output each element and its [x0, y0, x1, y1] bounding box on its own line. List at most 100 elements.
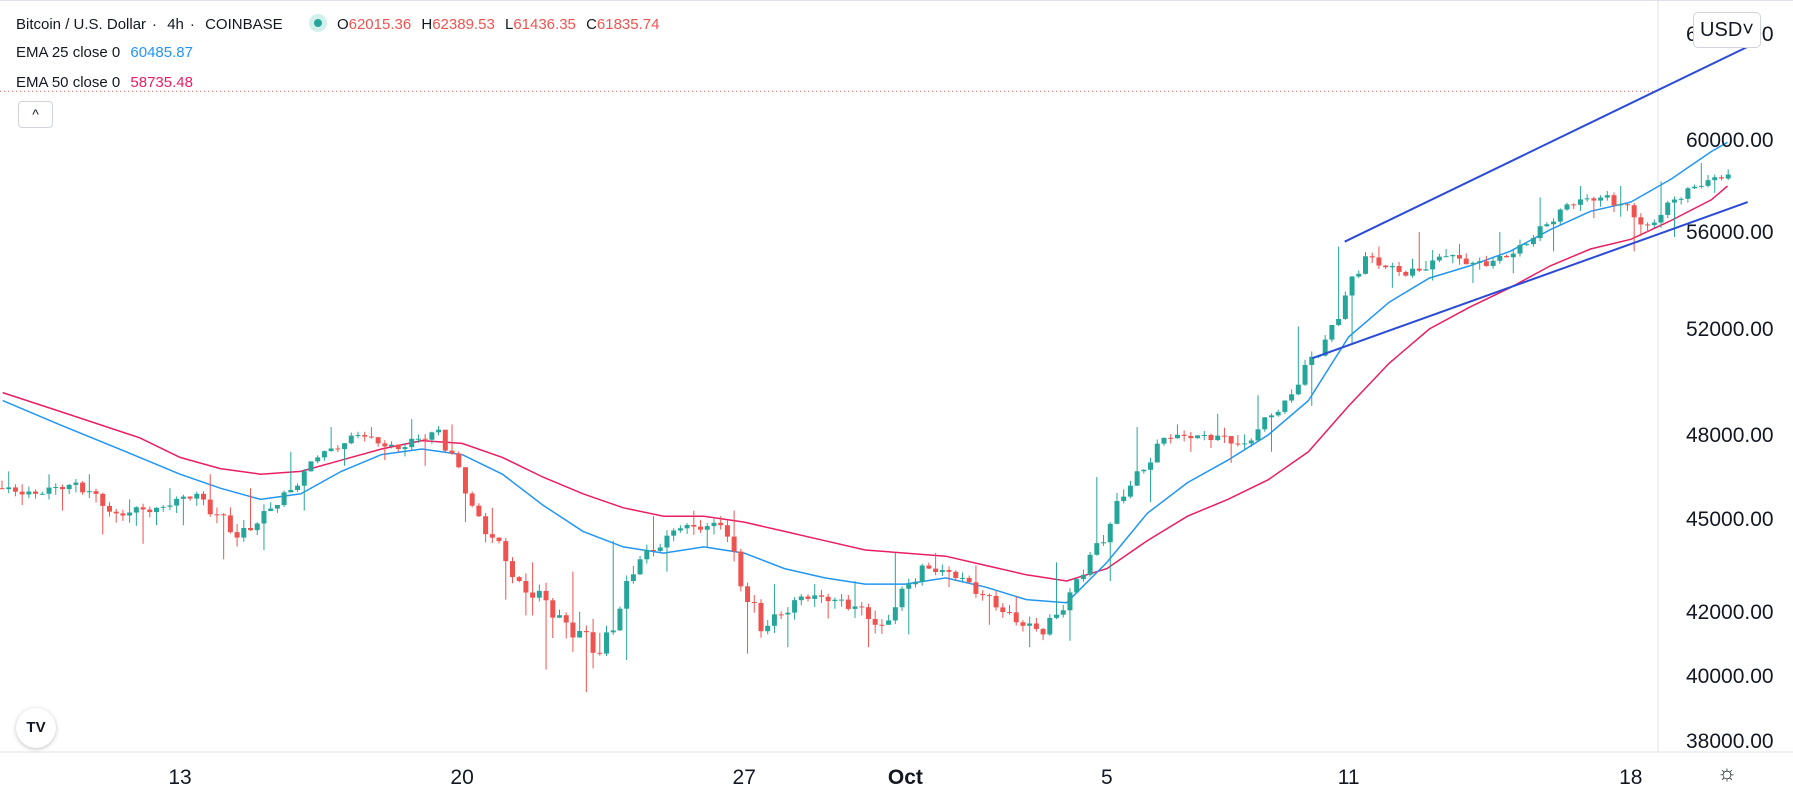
candle-body [879, 624, 885, 626]
x-tick-label: 13 [168, 766, 191, 789]
candle-body [93, 491, 99, 494]
candle-body [865, 607, 871, 619]
candle-body [1255, 429, 1261, 441]
candle-body [1101, 542, 1107, 544]
candle-body [577, 631, 583, 638]
candle-body [563, 615, 569, 623]
candle-body [570, 622, 576, 638]
candle-body [698, 526, 704, 530]
candle-body [1718, 177, 1724, 179]
open-key: O [336, 16, 349, 33]
candle-body [812, 595, 818, 599]
candle-body [127, 512, 133, 516]
symbol-legend[interactable]: Bitcoin / U.S. Dollar · 4h · COINBASE O620… [16, 14, 660, 33]
tradingview-logo-icon[interactable]: TV [16, 708, 56, 748]
ema50-legend[interactable]: EMA 50 close 0 58735.48 [16, 74, 199, 91]
candle-body [704, 526, 710, 530]
currency-button[interactable]: USD˅ [1693, 12, 1761, 48]
candle-body [1107, 523, 1113, 543]
candle-body [476, 505, 482, 517]
candle-body [1215, 435, 1221, 441]
candle-body [1645, 224, 1651, 226]
candle-body [429, 432, 435, 440]
lower-trendline [1312, 201, 1749, 360]
candle-body [1067, 592, 1073, 611]
candle-body [651, 549, 657, 551]
candle-body [1060, 610, 1066, 615]
candle-body [66, 484, 72, 490]
candle-body [724, 525, 730, 537]
candle-body [912, 581, 918, 585]
collapse-legend-button[interactable]: ^ [18, 101, 53, 128]
candle-body [133, 507, 139, 513]
candle-body [926, 565, 932, 569]
candle-body [153, 507, 159, 513]
candle-body [207, 499, 213, 515]
candle-body [402, 447, 408, 449]
candle-body [12, 487, 18, 492]
exchange-label: COINBASE [205, 16, 283, 33]
candle-body [818, 595, 824, 597]
candle-body [140, 507, 146, 510]
x-tick-label: 5 [1101, 766, 1113, 789]
candle-body [597, 652, 603, 654]
candle-body [147, 509, 153, 513]
candle-body [1436, 256, 1442, 261]
candle-body [1020, 622, 1026, 626]
candle-body [113, 511, 119, 514]
candle-body [1671, 199, 1677, 203]
candle-body [288, 489, 294, 493]
candle-body [691, 524, 697, 527]
candle-body [39, 493, 45, 495]
candle-body [0, 488, 5, 490]
candle-body [1087, 554, 1093, 575]
candle-body [1725, 174, 1731, 179]
ema25-legend[interactable]: EMA 25 close 0 60485.87 [16, 44, 199, 61]
candle-body [1134, 471, 1140, 486]
candle-body [1665, 202, 1671, 215]
candle-body [100, 493, 106, 506]
candle-body [785, 612, 791, 615]
candle-body [731, 536, 737, 552]
candle-body [503, 541, 509, 562]
candle-body [993, 595, 999, 608]
candle-body [1080, 574, 1086, 580]
y-tick-label: 60000.00 [1686, 129, 1774, 152]
candle-body [6, 487, 12, 490]
candle-body [33, 491, 39, 494]
candle-body [254, 523, 260, 531]
interval-label[interactable]: 4h [167, 16, 184, 33]
candle-body [1027, 623, 1033, 626]
candle-body [1356, 273, 1362, 277]
candle-body [348, 435, 354, 444]
candle-body [483, 516, 489, 535]
high-value: 62389.53 [432, 16, 495, 33]
candle-body [1141, 469, 1147, 472]
ema50-label[interactable]: EMA 50 close 0 [16, 74, 121, 91]
candle-body [1342, 295, 1348, 319]
candle-body [590, 632, 596, 653]
candle-body [1221, 435, 1227, 437]
candle-body [1658, 214, 1664, 223]
candle-body [792, 600, 798, 613]
ema25-label[interactable]: EMA 25 close 0 [16, 44, 121, 61]
candle-body [509, 561, 515, 578]
candle-body [1013, 612, 1019, 623]
candle-body [1403, 271, 1409, 276]
upper-trendline [1344, 45, 1749, 243]
x-tick-label: 27 [733, 766, 756, 789]
candle-body [362, 435, 368, 437]
candle-body [550, 600, 556, 618]
symbol-name[interactable]: Bitcoin / U.S. Dollar [16, 16, 147, 33]
candle-body [315, 457, 321, 462]
candle-body [845, 599, 851, 609]
candle-body [1564, 204, 1570, 210]
settings-icon[interactable]: ☼ [1716, 760, 1738, 785]
candle-body [1584, 198, 1590, 200]
candle-body [274, 505, 280, 509]
candle-body [1577, 199, 1583, 205]
candle-body [1201, 435, 1207, 436]
candle-body [1168, 437, 1174, 439]
candle-body [268, 508, 274, 512]
